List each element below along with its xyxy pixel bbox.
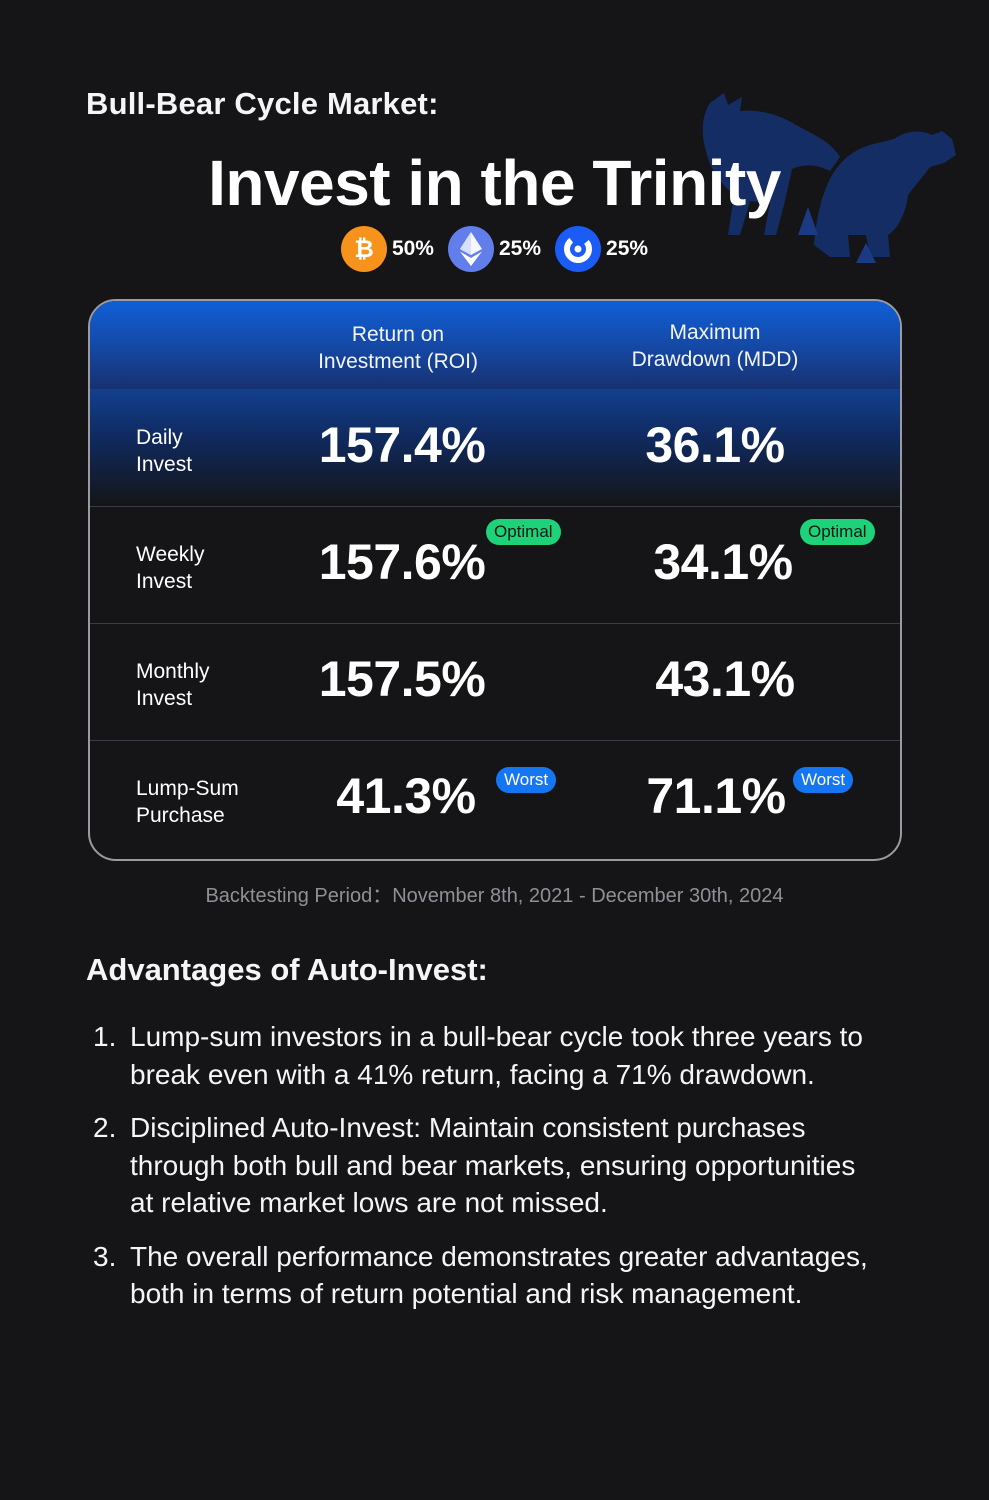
row-label: Monthly Invest xyxy=(136,660,210,710)
ethereum-icon xyxy=(447,226,494,272)
worst-badge: Worst xyxy=(496,767,557,793)
table-header: Return on Investment (ROI) Maximum Drawd… xyxy=(90,301,900,389)
list-item: 1. Lump-sum investors in a bull-bear cyc… xyxy=(90,1018,880,1093)
advantages-title: Advantages of Auto-Invest: xyxy=(86,952,488,987)
column-header-roi: Return on Investment (ROI) xyxy=(318,323,478,373)
eyebrow-title: Bull-Bear Cycle Market: xyxy=(86,86,439,121)
row-label: Daily Invest xyxy=(136,426,193,476)
advantages-list: 1. Lump-sum investors in a bull-bear cyc… xyxy=(90,1018,880,1329)
allocation-row: ₿ 50% 25% 25% xyxy=(0,226,989,272)
roi-value: 157.5% xyxy=(318,651,486,707)
table-row: Weekly Invest 157.6% Optimal 34.1% Optim… xyxy=(90,506,900,623)
list-item-number: 3. xyxy=(93,1240,117,1272)
backtesting-period: Backtesting Period：November 8th, 2021 - … xyxy=(205,885,784,907)
row-label: Weekly Invest xyxy=(136,543,205,593)
allocation-percent: 50% xyxy=(391,237,434,260)
worst-badge: Worst xyxy=(793,767,854,793)
list-item: 3. The overall performance demonstrates … xyxy=(90,1238,880,1313)
column-header-mdd: Maximum Drawdown (MDD) xyxy=(631,321,799,371)
optimal-badge: Optimal xyxy=(800,519,875,545)
table-row: Lump-Sum Purchase 41.3% Worst 71.1% Wors… xyxy=(90,740,900,857)
allocation-token: 25% xyxy=(555,226,648,272)
roi-value: 41.3% xyxy=(336,768,476,824)
exchange-token-icon xyxy=(555,226,602,272)
list-item-number: 1. xyxy=(93,1021,117,1052)
page-title: Invest in the Trinity xyxy=(208,147,781,219)
roi-value: 157.4% xyxy=(318,417,486,473)
list-item-number: 2. xyxy=(93,1112,117,1143)
list-item-text: Disciplined Auto-Invest: Maintain consis… xyxy=(130,1112,856,1218)
mdd-value: 34.1% xyxy=(653,534,793,590)
allocation-eth: 25% xyxy=(447,226,542,272)
bitcoin-icon: ₿ xyxy=(340,226,387,272)
allocation-percent: 25% xyxy=(498,237,542,260)
svg-text:₿: ₿ xyxy=(354,236,374,263)
table-row: Daily Invest 157.4% 36.1% xyxy=(90,389,900,506)
mdd-value: 43.1% xyxy=(655,651,795,707)
allocation-btc: ₿ 50% xyxy=(340,226,434,272)
roi-value: 157.6% xyxy=(318,534,486,590)
bull-bear-illustration xyxy=(702,93,956,263)
table-row: Monthly Invest 157.5% 43.1% xyxy=(90,623,900,740)
allocation-percent: 25% xyxy=(606,237,649,260)
list-item-text: The overall performance demonstrates gre… xyxy=(130,1240,868,1310)
mdd-value: 36.1% xyxy=(645,417,785,473)
mdd-value: 71.1% xyxy=(646,768,786,824)
list-item-text: Lump-sum investors in a bull-bear cycle … xyxy=(130,1021,863,1090)
optimal-badge: Optimal xyxy=(486,519,561,545)
list-item: 2. Disciplined Auto-Invest: Maintain con… xyxy=(90,1109,880,1222)
comparison-table: Return on Investment (ROI) Maximum Drawd… xyxy=(88,299,902,861)
row-label: Lump-Sum Purchase xyxy=(136,777,239,827)
